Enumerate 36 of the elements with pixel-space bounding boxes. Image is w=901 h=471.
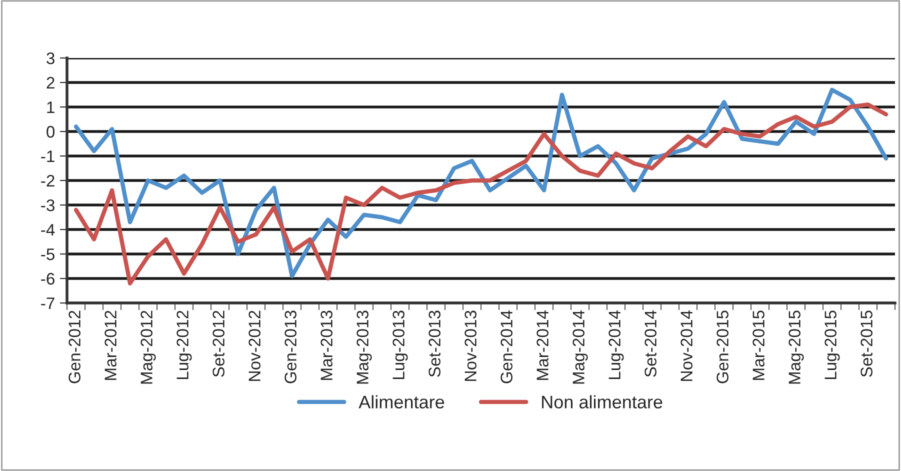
x-tick-label: Mag-2012 <box>140 310 156 384</box>
y-tick-label: -1 <box>41 150 54 162</box>
x-tick-label: Set-2013 <box>428 310 440 377</box>
x-tick-label: Mag-2014 <box>572 310 588 384</box>
x-tick-label: Set-2014 <box>644 310 656 377</box>
x-tick-label: Mag-2013 <box>356 310 372 384</box>
x-tick-label: Nov-2013 <box>464 310 476 381</box>
x-tick-label: Mar-2012 <box>104 310 116 380</box>
y-tick-label: 2 <box>46 76 54 89</box>
y-tick-label: -3 <box>41 199 54 212</box>
x-tick-label: Gen-2015 <box>716 310 728 384</box>
y-tick-label: 1 <box>47 102 54 114</box>
x-tick-label: Gen-2013 <box>284 310 296 384</box>
x-tick-label: Nov-2012 <box>248 310 260 381</box>
x-tick-label: Mar-2013 <box>320 310 332 380</box>
y-tick-label: -4 <box>41 224 55 236</box>
y-tick-label: -5 <box>41 248 54 260</box>
legend-label: Alimentare <box>358 395 444 408</box>
legend-label: Non alimentare <box>542 395 662 408</box>
x-tick-label: Gen-2012 <box>68 310 80 384</box>
x-tick-label: Mar-2014 <box>536 310 548 380</box>
y-tick-label: -6 <box>41 272 54 285</box>
y-tick-label: 3 <box>46 52 54 64</box>
x-tick-label: Gen-2014 <box>500 310 512 384</box>
x-tick-label: Mag-2015 <box>788 310 804 384</box>
x-tick-label: Nov-2014 <box>680 310 692 381</box>
x-tick-label: Lug-2014 <box>608 310 624 380</box>
y-tick-label: 0 <box>46 126 55 138</box>
x-tick-label: Lug-2015 <box>824 310 840 380</box>
y-tick-label: -2 <box>41 174 54 187</box>
x-tick-label: Set-2012 <box>212 310 224 377</box>
x-tick-label: Mar-2015 <box>752 310 764 380</box>
x-tick-label: Lug-2013 <box>392 310 408 380</box>
x-tick-label: Lug-2012 <box>176 310 192 380</box>
x-tick-label: Set-2015 <box>860 310 872 377</box>
y-tick-label: -7 <box>41 298 54 310</box>
